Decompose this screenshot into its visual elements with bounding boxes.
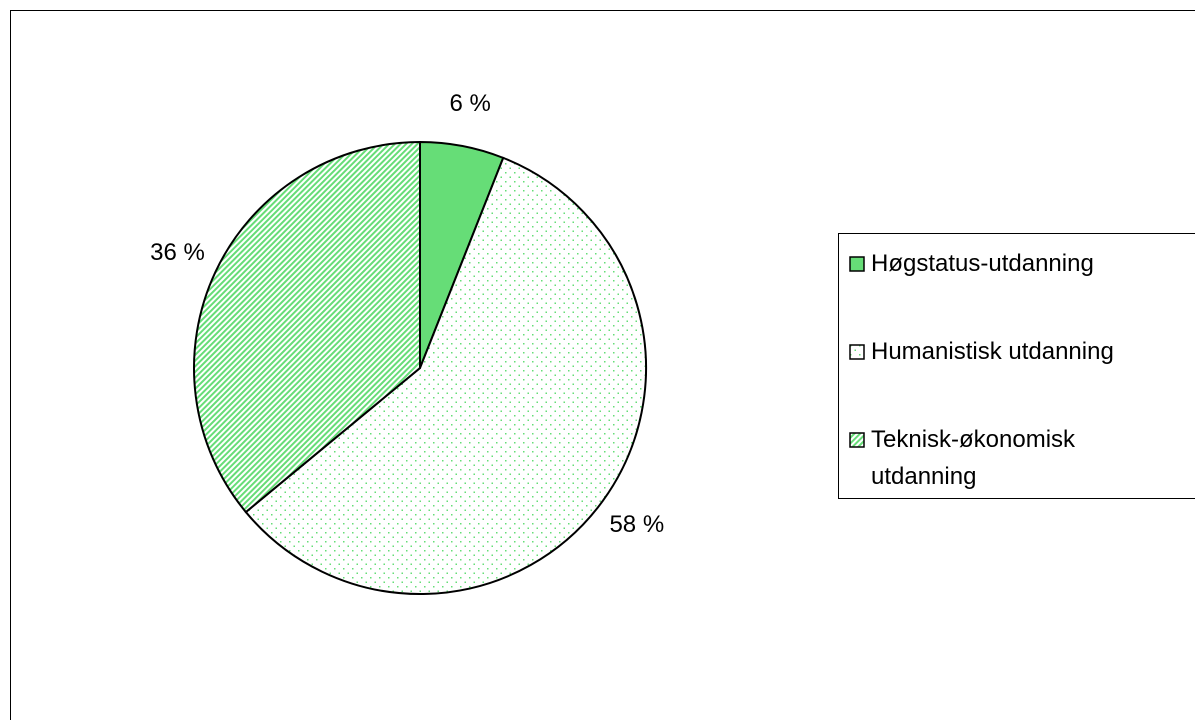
data-label: 36 % — [150, 239, 205, 266]
pie-slice — [193, 140, 421, 514]
data-label: 6 % — [450, 90, 491, 117]
legend-swatch — [849, 344, 865, 360]
legend-label: Humanistisk utdanning — [871, 338, 1114, 365]
chart-border — [10, 10, 1195, 720]
swatch — [849, 256, 865, 272]
legend-label: Høgstatus-utdanning — [871, 250, 1094, 277]
legend-entry: Høgstatus-utdanning — [849, 245, 1094, 282]
pie-slice — [244, 156, 647, 595]
swatch — [849, 432, 865, 448]
legend-swatch — [849, 256, 865, 272]
legend-swatch — [849, 432, 865, 448]
swatch — [849, 344, 865, 360]
data-label: 58 % — [609, 511, 664, 538]
legend-entry: Humanistisk utdanning — [849, 333, 1114, 370]
legend: Høgstatus-utdanning Humanistisk utdanning… — [838, 233, 1195, 499]
legend-label: Teknisk-økonomisk utdanning — [871, 426, 1076, 490]
legend-entry: Teknisk-økonomisk utdanning — [849, 421, 1171, 495]
